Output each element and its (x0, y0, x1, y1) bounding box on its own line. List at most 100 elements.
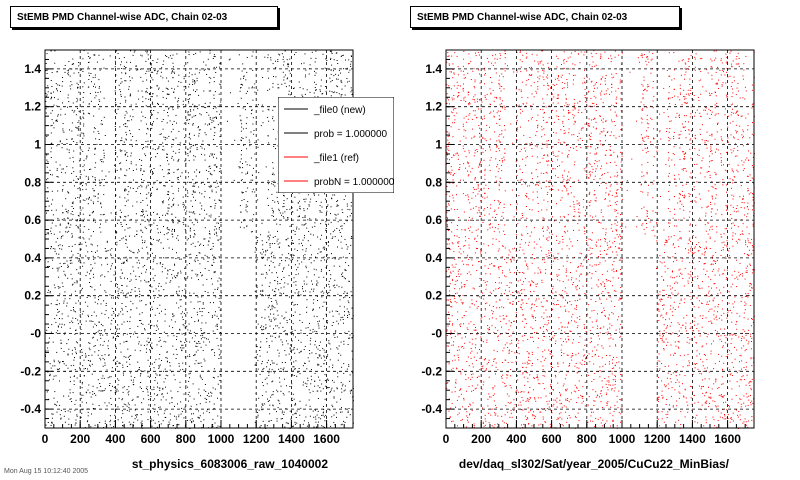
data-point (132, 266, 134, 268)
data-point (227, 120, 228, 122)
data-point (211, 174, 213, 176)
data-point (213, 126, 215, 128)
data-point (194, 213, 196, 215)
data-point (547, 191, 549, 193)
data-point (278, 352, 280, 354)
data-point (516, 209, 517, 211)
data-point (179, 369, 181, 371)
data-point (283, 200, 285, 201)
data-point (315, 218, 317, 220)
data-point (267, 70, 269, 72)
data-point (276, 240, 278, 242)
data-point (108, 402, 110, 404)
data-point (104, 313, 106, 315)
data-point (306, 386, 308, 387)
data-point (94, 221, 96, 223)
data-point (169, 269, 171, 270)
data-point (279, 403, 281, 405)
data-point (697, 154, 699, 156)
data-point (213, 120, 215, 122)
data-point (265, 391, 267, 393)
data-point (51, 142, 53, 144)
data-point (134, 50, 136, 52)
data-point (51, 413, 53, 415)
data-point (173, 171, 175, 173)
data-point (89, 295, 91, 297)
data-point (143, 344, 145, 346)
data-point (706, 131, 708, 133)
data-point (245, 204, 247, 206)
data-point (205, 401, 207, 403)
data-point (212, 387, 214, 389)
data-point (270, 253, 272, 255)
data-point (474, 114, 476, 116)
data-point (270, 298, 272, 299)
data-point (133, 333, 135, 335)
data-point (110, 253, 112, 255)
data-point (704, 176, 706, 178)
data-point (698, 300, 700, 302)
data-point (137, 396, 139, 398)
data-point (277, 238, 279, 240)
data-point (220, 148, 222, 150)
data-point (259, 373, 261, 375)
data-point (212, 245, 214, 247)
data-point (150, 114, 152, 116)
data-point (314, 96, 316, 98)
data-point (85, 320, 87, 322)
data-point (82, 394, 84, 396)
data-point (321, 206, 323, 208)
data-point (750, 192, 752, 194)
data-point (673, 225, 675, 227)
data-point (744, 309, 746, 311)
data-point (115, 213, 117, 215)
data-point (329, 409, 331, 411)
data-point (520, 66, 522, 68)
data-point (193, 229, 195, 231)
data-point (161, 201, 163, 203)
data-point (116, 388, 118, 390)
data-point (162, 263, 164, 265)
data-point (66, 166, 68, 168)
data-point (91, 413, 92, 415)
data-point (147, 411, 149, 413)
data-point (121, 263, 123, 264)
data-point (331, 64, 333, 66)
data-point (277, 59, 279, 61)
data-point (129, 76, 131, 78)
data-point (282, 206, 284, 208)
data-point (59, 414, 61, 416)
data-point (174, 88, 175, 90)
data-point (214, 164, 216, 166)
data-point (49, 363, 51, 365)
data-point (150, 96, 152, 98)
data-point (92, 211, 94, 213)
data-point (297, 371, 299, 373)
data-point (288, 85, 290, 87)
data-point (542, 76, 544, 78)
data-point (205, 64, 207, 66)
data-point (704, 402, 706, 404)
data-point (45, 234, 47, 235)
data-point (114, 149, 116, 151)
data-point (252, 69, 254, 71)
data-point (148, 192, 150, 194)
data-point (72, 317, 74, 319)
data-point (82, 116, 84, 118)
data-point (101, 355, 103, 357)
data-point (95, 95, 97, 97)
data-point (469, 306, 471, 308)
data-point (127, 120, 128, 122)
data-point (213, 368, 215, 370)
data-point (704, 251, 706, 253)
data-point (87, 314, 89, 316)
data-point (210, 395, 212, 397)
data-point (346, 78, 348, 79)
data-point (294, 304, 296, 306)
data-point (292, 223, 294, 225)
data-point (50, 92, 52, 94)
data-point (137, 419, 139, 421)
data-point (104, 135, 106, 136)
data-point (201, 378, 203, 380)
data-point (178, 148, 180, 150)
